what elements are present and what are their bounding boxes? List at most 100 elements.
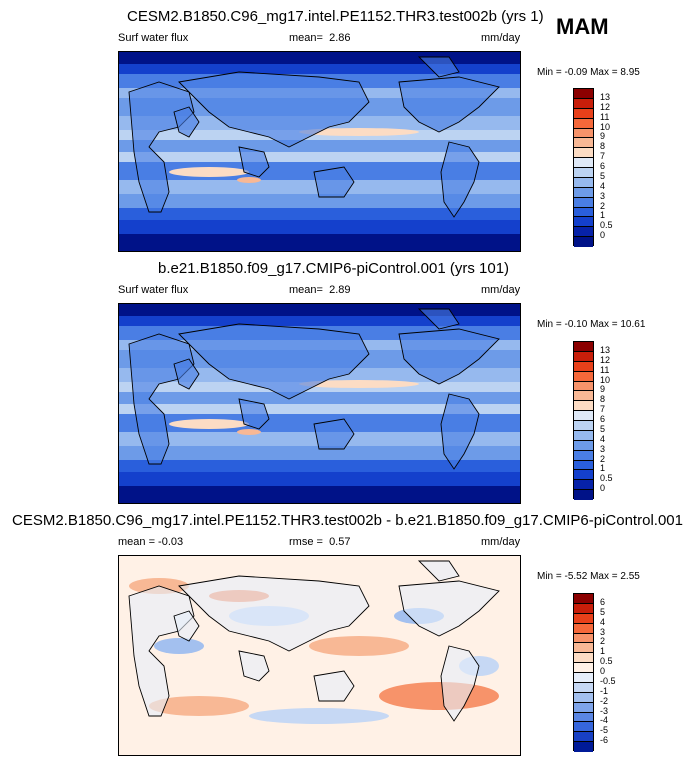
colorbar-swatch [574,663,593,673]
colorbar-tick-label: 5 [600,606,606,617]
colorbar-tick-label: 0.5 [600,220,613,231]
map-canvas [119,556,520,755]
colorbar-swatch [574,722,593,733]
panel1-variable: Surf water flux [118,32,189,44]
panel3-title: CESM2.B1850.C96_mg17.intel.PE1152.THR3.t… [12,512,683,529]
panel2-variable: Surf water flux [118,284,189,296]
colorbar-swatch [574,682,593,693]
colorbar-swatch [574,381,593,392]
colorbar-tick-label: 8 [600,141,606,152]
colorbar-tick-label: 1 [600,463,606,474]
colorbar-tick-label: 0 [600,483,606,494]
colorbar-swatch [574,158,593,168]
colorbar-swatch [574,411,593,421]
colorbar-swatch [574,391,593,402]
colorbar-tick-label: 7 [600,404,606,415]
panel2-units: mm/day [481,284,521,296]
colorbar-tick-label: 4 [600,616,606,627]
colorbar-swatch [574,450,593,461]
colorbar-swatch [574,470,593,481]
panel2-colorbar [573,341,594,500]
colorbar-tick-label: -0.5 [600,675,616,686]
colorbar-tick-label: 9 [600,131,606,142]
colorbar-swatch [574,401,593,412]
panel1-colorbar [573,88,594,247]
colorbar-tick-label: 1 [600,646,606,657]
colorbar-swatch [574,361,593,372]
colorbar-swatch [574,98,593,109]
colorbar-swatch [574,594,593,604]
colorbar-swatch [574,342,593,352]
colorbar-tick-label: 11 [600,364,610,375]
panel3-mean: mean = -0.03 [118,536,184,548]
colorbar-swatch [574,490,593,500]
colorbar-tick-label: 5 [600,170,606,181]
colorbar-tick-label: 0 [600,230,606,241]
panel2-title: b.e21.B1850.f09_g17.CMIP6-piControl.001 … [158,260,510,277]
colorbar-tick-label: 6 [600,414,606,424]
panel3-colorbar [573,593,594,752]
panel3-map [118,555,521,756]
colorbar-tick-label: 2 [600,200,606,211]
colorbar-swatch [574,673,593,683]
colorbar-swatch [574,197,593,208]
season-label: MAM [556,14,609,39]
colorbar-swatch [574,187,593,198]
panel3-minmax: Min = -5.52 Max = 2.55 [537,571,640,582]
panel3-rmse-value: 0.57 [329,536,351,548]
panel3-rmse-label: rmse = 0.57 [289,536,351,548]
colorbar-tick-label: -1 [600,685,609,696]
colorbar-swatch [574,742,593,752]
colorbar-tick-label: 8 [600,394,606,405]
map-canvas [119,304,520,503]
colorbar-tick-label: 4 [600,180,606,191]
colorbar-tick-label: 0 [600,666,606,676]
colorbar-tick-label: 13 [600,91,611,102]
colorbar-tick-label: -3 [600,705,609,716]
panel2-mean-value: 2.89 [329,284,351,296]
colorbar-tick-label: 3 [600,443,606,454]
colorbar-swatch [574,217,593,228]
colorbar-swatch [574,227,593,238]
colorbar-swatch [574,148,593,159]
colorbar-swatch [574,138,593,149]
colorbar-swatch [574,128,593,139]
colorbar-tick-label: 10 [600,374,611,385]
colorbar-swatch [574,108,593,119]
colorbar-swatch [574,613,593,624]
colorbar-swatch [574,633,593,644]
colorbar-swatch [574,712,593,723]
colorbar-tick-label: 0.5 [600,656,613,667]
panel2-mean-label: mean= 2.89 [289,284,351,296]
colorbar-swatch [574,351,593,362]
colorbar-swatch [574,421,593,431]
colorbar-tick-label: -2 [600,695,609,706]
colorbar-tick-label: 3 [600,626,606,637]
colorbar-tick-label: 12 [600,101,611,112]
panel2-map [118,303,521,504]
colorbar-tick-label: 5 [600,423,606,434]
panel1-title: CESM2.B1850.C96_mg17.intel.PE1152.THR3.t… [127,8,544,25]
colorbar-swatch [574,480,593,491]
colorbar-swatch [574,237,593,247]
colorbar-tick-label: 1 [600,210,606,221]
colorbar-swatch [574,168,593,178]
colorbar-tick-label: -5 [600,725,609,736]
colorbar-tick-label: 2 [600,453,606,464]
colorbar-swatch [574,177,593,188]
colorbar-tick-label: 6 [600,596,606,607]
colorbar-swatch [574,702,593,713]
colorbar-swatch [574,603,593,614]
colorbar-swatch [574,732,593,743]
colorbar-swatch [574,460,593,471]
panel2-minmax: Min = -0.10 Max = 10.61 [537,319,646,330]
colorbar-tick-label: 10 [600,121,611,132]
panel1-map [118,51,521,252]
colorbar-tick-label: 7 [600,151,606,162]
colorbar-swatch [574,653,593,664]
colorbar-tick-label: -6 [600,735,609,746]
colorbar-swatch [574,371,593,382]
colorbar-tick-label: 0.5 [600,473,613,484]
panel3-units: mm/day [481,536,521,548]
colorbar-tick-label: -4 [600,715,609,726]
